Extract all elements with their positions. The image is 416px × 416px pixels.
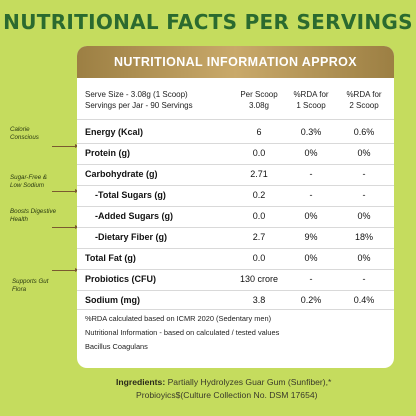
- col-header-rda2: %RDA for 2 Scoop: [346, 90, 382, 110]
- side-note-gut: Supports Gut Flora: [12, 278, 49, 293]
- serve-size: Serve Size - 3.08g (1 Scoop): [85, 90, 188, 99]
- serving-info: Serve Size - 3.08g (1 Scoop) Servings pe…: [85, 89, 193, 111]
- page-title: NUTRITIONAL FACTS PER SERVINGS: [3, 10, 413, 34]
- table-row: Protein (g) 0.0 0% 0%: [85, 148, 371, 158]
- card-header: NUTRITIONAL INFORMATION APPROX: [77, 46, 394, 78]
- divider: [77, 119, 394, 120]
- divider: [77, 248, 394, 249]
- side-note-digestive: Boosts Digestive Health: [10, 208, 57, 223]
- gut-arrow: [52, 268, 79, 272]
- divider: [77, 269, 394, 270]
- side-note-sugar: Sugar-Free & Low Sodium: [10, 174, 48, 189]
- sugar-arrow: [52, 189, 79, 193]
- table-row: Energy (Kcal) 6 0.3% 0.6%: [85, 127, 375, 137]
- divider: [77, 227, 394, 228]
- table-row: Probiotics (CFU) 130 crore - -: [85, 274, 366, 284]
- table-row: -Added Sugars (g) 0.0 0% 0%: [95, 211, 371, 221]
- footnote-basis: Nutritional Information - based on calcu…: [85, 328, 280, 337]
- col-header-per-scoop: Per Scoop 3.08g: [240, 90, 278, 110]
- divider: [77, 143, 394, 144]
- divider: [77, 164, 394, 165]
- calorie-arrow: [52, 144, 79, 148]
- footnotes: %RDA calculated based on ICMR 2020 (Sede…: [85, 312, 279, 354]
- side-note-calorie: Calorie Conscious: [10, 126, 39, 141]
- ingredients-line1: Partially Hydrolyzes Guar Gum (Sunfiber)…: [167, 377, 332, 387]
- divider: [77, 290, 394, 291]
- table-row: Carbohydrate (g) 2.71 - -: [85, 169, 366, 179]
- footnote-culture: Bacillus Coagulans: [85, 342, 148, 351]
- divider: [77, 309, 394, 310]
- table-row: -Total Sugars (g) 0.2 - -: [95, 190, 366, 200]
- table-row: Sodium (mg) 3.8 0.2% 0.4%: [85, 295, 375, 305]
- table-row: Total Fat (g) 0.0 0% 0%: [85, 253, 371, 263]
- footnote-rda: %RDA calculated based on ICMR 2020 (Sede…: [85, 314, 272, 323]
- table-row: -Dietary Fiber (g) 2.7 9% 18%: [95, 232, 373, 242]
- divider: [77, 206, 394, 207]
- ingredients: Ingredients: Partially Hydrolyzes Guar G…: [116, 376, 331, 402]
- divider: [77, 185, 394, 186]
- servings-per-jar: Servings per Jar - 90 Servings: [85, 101, 193, 110]
- nutrition-card: NUTRITIONAL INFORMATION APPROX Serve Siz…: [77, 46, 394, 368]
- digestive-arrow: [52, 225, 79, 229]
- col-header-rda1: %RDA for 1 Scoop: [293, 90, 329, 110]
- ingredients-label: Ingredients:: [116, 377, 166, 387]
- ingredients-line2: Probioyics$(Culture Collection No. DSM 1…: [136, 390, 318, 400]
